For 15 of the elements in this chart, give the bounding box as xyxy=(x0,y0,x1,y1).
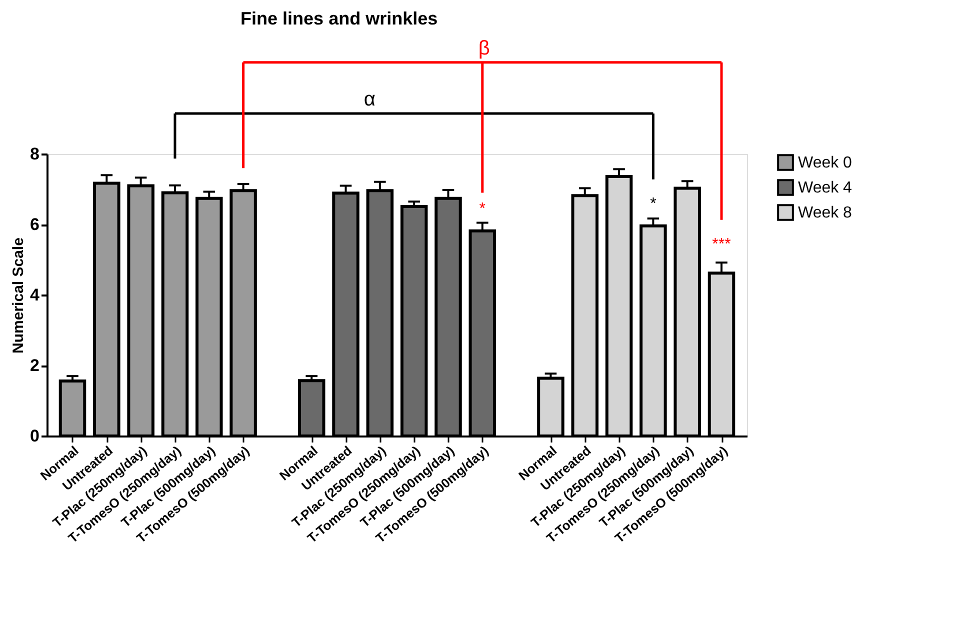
chart-title: Fine lines and wrinkles xyxy=(240,8,438,28)
legend-label: Week 0 xyxy=(798,154,852,172)
annotation: * xyxy=(479,200,486,218)
annotation: * xyxy=(650,195,656,212)
legend-label: Week 4 xyxy=(798,180,852,196)
y-tick-label: 4 xyxy=(30,286,40,304)
y-tick-label: 6 xyxy=(30,215,40,234)
y-tick-label: 2 xyxy=(30,356,40,375)
y-axis-title: Numerical Scale xyxy=(10,238,28,354)
y-tick-label: 0 xyxy=(30,426,40,446)
text: α xyxy=(364,88,376,110)
annotation: *** xyxy=(712,236,731,253)
y-tick-label: 8 xyxy=(30,144,40,164)
text: β xyxy=(478,37,490,60)
legend-label: Week 8 xyxy=(798,204,852,222)
